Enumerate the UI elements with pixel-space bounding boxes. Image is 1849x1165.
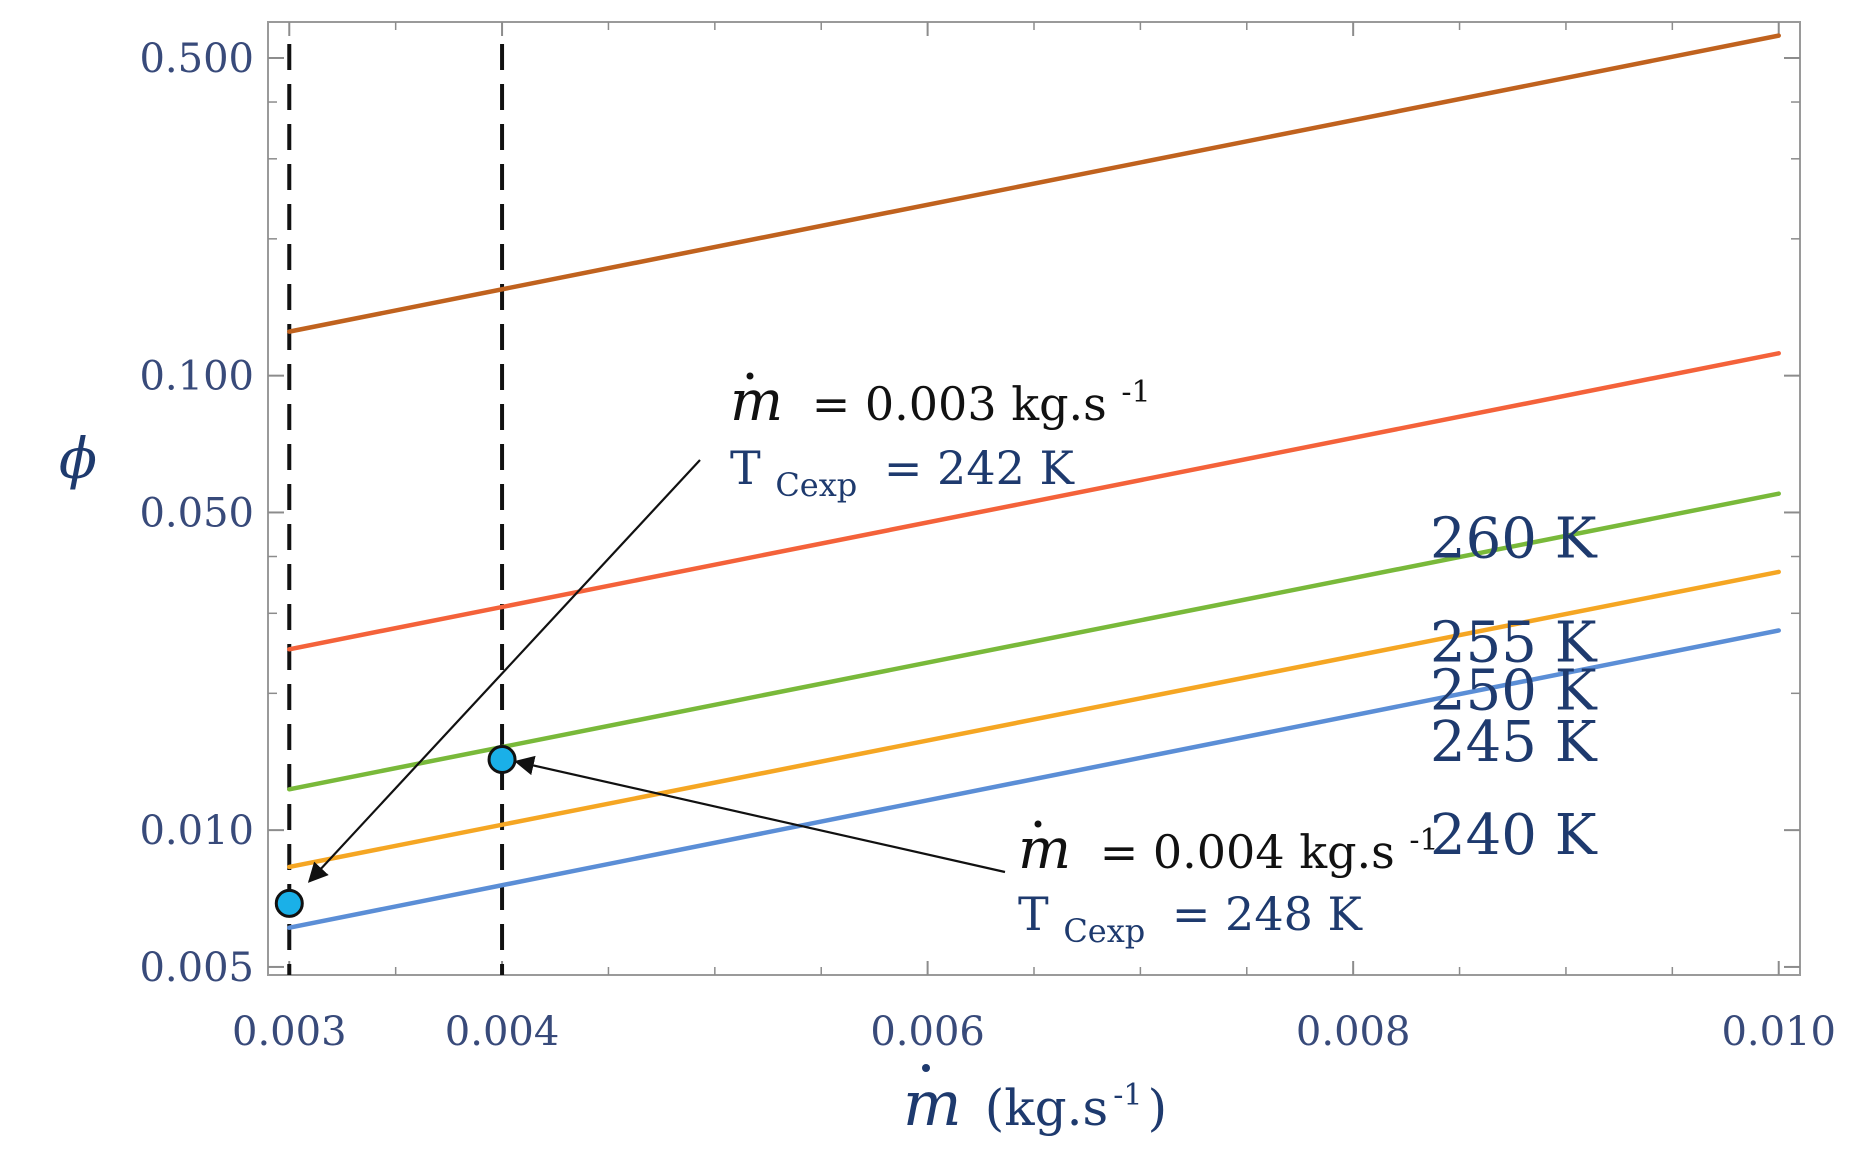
annotation-2-equals-exp: -1 (1409, 823, 1438, 858)
series-line-255-k (287, 351, 1781, 652)
series-label-1: 245 K (1430, 710, 1598, 775)
series-line-250-k (287, 491, 1781, 792)
series-line-240-k (287, 628, 1781, 930)
series-label-3: 255 K (1430, 611, 1598, 676)
annotation-arrow-1 (514, 755, 1006, 874)
x-axis-title-symbol: m (903, 1067, 962, 1140)
x-tick-label-2: 0.006 (870, 1009, 985, 1055)
y-tick-label-4: 0.500 (139, 36, 254, 82)
y-tick-label-3: 0.100 (139, 354, 254, 400)
annotation-2-t: T (1018, 887, 1049, 941)
annotation-1-t-value: = 242 K (884, 441, 1076, 495)
annotation-1: m = 0.003 kg.s -1 T Cexp = 242 K (730, 369, 1151, 507)
annotation-2-t-value: = 248 K (1172, 887, 1364, 941)
annotation-1-t-line: T Cexp = 242 K (730, 441, 1075, 507)
annotation-1-t: T (730, 441, 761, 495)
y-tick-labels: 0.005 0.010 0.050 0.100 0.500 (139, 36, 254, 991)
x-axis-title-dot (922, 1064, 930, 1072)
data-point-1 (487, 745, 517, 775)
y-tick-label-1: 0.010 (139, 808, 254, 854)
x-axis-title: m (kg.s -1 ) (903, 1067, 1167, 1140)
series-label-4: 260 K (1430, 507, 1598, 572)
annotation-2-symbol: m (1018, 817, 1071, 882)
x-axis-title-unit-exp: -1 (1113, 1078, 1142, 1113)
annotation-1-mdot-line: m = 0.003 kg.s -1 (730, 369, 1151, 434)
series-line-245-k (287, 569, 1781, 870)
annotation-1-symbol: m (730, 369, 783, 434)
x-tick-label-1: 0.004 (445, 1009, 560, 1055)
x-tick-label-4: 0.010 (1721, 1009, 1836, 1055)
data-point-0 (274, 888, 304, 918)
series-label-0: 240 K (1430, 803, 1598, 868)
annotation-arrow-0 (307, 459, 701, 883)
annotation-2-equals: = 0.004 kg.s (1100, 825, 1395, 879)
reference-dashed-lines (287, 44, 505, 975)
annotation-2-mdot-dot (1034, 820, 1042, 828)
data-points (274, 745, 517, 918)
series-line-260-k (287, 33, 1781, 334)
x-tick-label-3: 0.008 (1296, 1009, 1411, 1055)
y-tick-label-2: 0.050 (139, 490, 254, 536)
x-axis-title-unit: (kg.s (985, 1079, 1108, 1137)
series-label-2: 250 K (1430, 658, 1598, 723)
annotation-2-t-line: T Cexp = 248 K (1018, 887, 1363, 953)
annotation-1-mdot-dot (746, 372, 754, 380)
annotation-arrows (307, 459, 1006, 883)
annotation-1-equals: = 0.003 kg.s (812, 377, 1107, 431)
series-lines (287, 33, 1781, 930)
annotation-2-t-sub: Cexp (1063, 912, 1145, 950)
annotation-1-t-sub: Cexp (775, 466, 857, 504)
y-axis-title: ϕ (59, 427, 97, 492)
x-axis-title-unit-close: ) (1148, 1079, 1168, 1137)
annotation-2: m = 0.004 kg.s -1 T Cexp = 248 K (1018, 817, 1439, 953)
x-tick-labels: 0.003 0.004 0.006 0.008 0.010 (232, 1009, 1836, 1055)
annotation-1-equals-exp: -1 (1121, 375, 1150, 410)
y-tick-label-0: 0.005 (139, 945, 254, 991)
annotation-2-mdot-line: m = 0.004 kg.s -1 (1018, 817, 1439, 882)
x-tick-label-0: 0.003 (232, 1009, 347, 1055)
